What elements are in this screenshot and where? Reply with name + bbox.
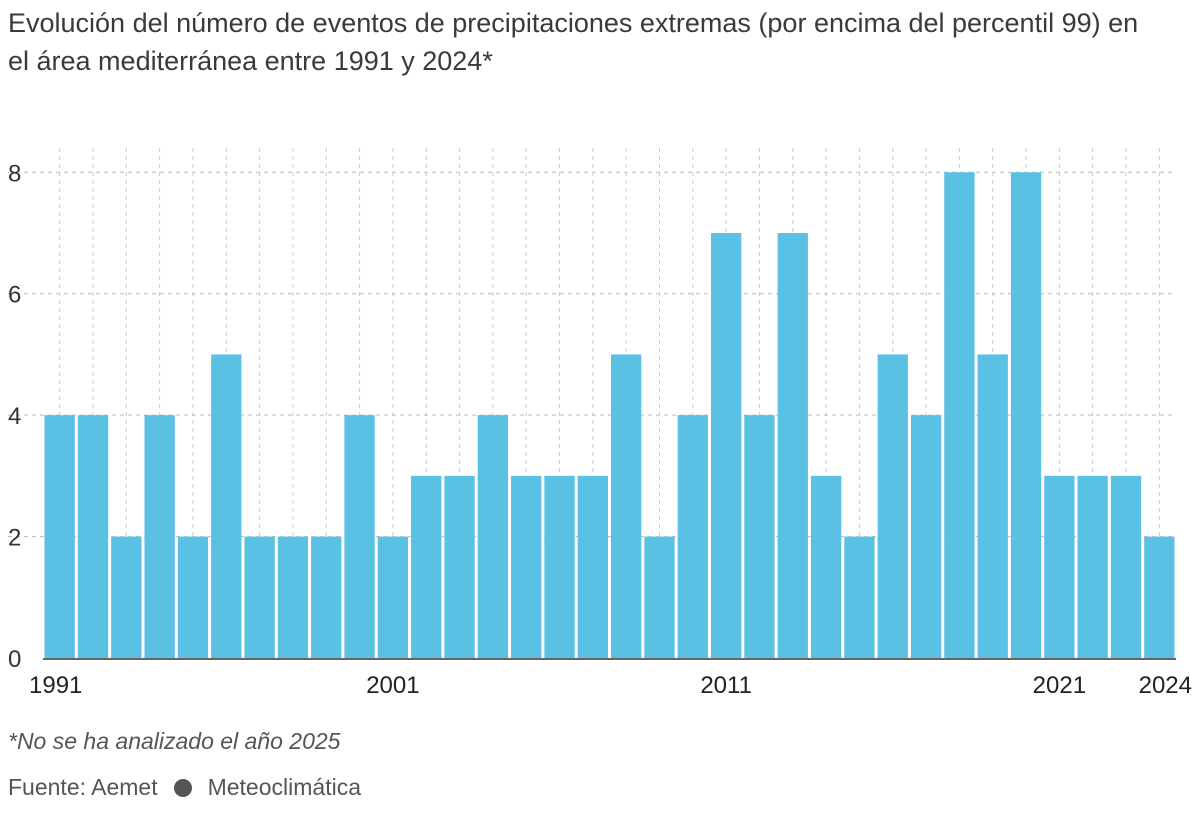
bar-chart: 0 2 4 6 8 1991 2001 2011 2021 2024 — [8, 148, 1192, 699]
x-tick-label: 1991 — [29, 672, 82, 699]
x-tick-label: 2021 — [1033, 672, 1086, 699]
y-tick-label: 0 — [8, 646, 21, 673]
y-tick-label: 6 — [8, 282, 21, 309]
bar-2018 — [944, 172, 975, 658]
bar-2001 — [377, 536, 409, 658]
y-tick-label: 8 — [8, 160, 21, 187]
bar-1998 — [277, 536, 309, 658]
bar-2012 — [744, 415, 775, 658]
source-credit: Meteoclimática — [207, 774, 361, 800]
separator-dot-icon — [173, 778, 192, 797]
bar-1992 — [77, 415, 109, 658]
y-tick-label: 2 — [8, 525, 21, 552]
source-label: Fuente: Aemet — [8, 774, 158, 800]
bar-2000 — [344, 415, 375, 658]
x-tick-label: 2011 — [700, 672, 752, 699]
bar-2010 — [677, 415, 708, 658]
bar-2006 — [544, 475, 575, 658]
bar-2011 — [710, 233, 742, 658]
bar-1994 — [144, 415, 175, 658]
bar-1993 — [111, 536, 142, 658]
bar-1996 — [211, 354, 242, 658]
bar-2022 — [1077, 475, 1108, 658]
bar-2009 — [644, 536, 675, 658]
bar-2007 — [577, 475, 608, 658]
bar-1999 — [311, 536, 342, 658]
bar-2020 — [1010, 172, 1042, 658]
bar-2002 — [411, 475, 442, 658]
bar-1997 — [244, 536, 275, 658]
footnote: *No se ha analizado el año 2025 — [8, 728, 341, 754]
bar-2024 — [1144, 536, 1175, 658]
x-tick-label: 2001 — [366, 672, 419, 699]
bar-2008 — [611, 354, 642, 658]
bar-2016 — [877, 354, 908, 658]
bar-2015 — [844, 536, 875, 658]
bar-2017 — [910, 415, 942, 658]
source-line: Fuente: Aemet Meteoclimática — [8, 774, 361, 801]
bar-2014 — [810, 475, 842, 658]
x-tick-label: 2024 — [1139, 672, 1192, 699]
bar-2013 — [777, 233, 808, 658]
bar-2003 — [444, 475, 475, 658]
bar-1995 — [177, 536, 209, 658]
bar-1991 — [44, 415, 75, 658]
bar-2021 — [1044, 475, 1075, 658]
bar-2023 — [1110, 475, 1142, 658]
y-tick-label: 4 — [8, 403, 21, 430]
bar-2019 — [977, 354, 1008, 658]
chart-title: Evolución del número de eventos de preci… — [8, 8, 1139, 76]
bar-2005 — [511, 475, 542, 658]
bar-2004 — [477, 415, 509, 658]
